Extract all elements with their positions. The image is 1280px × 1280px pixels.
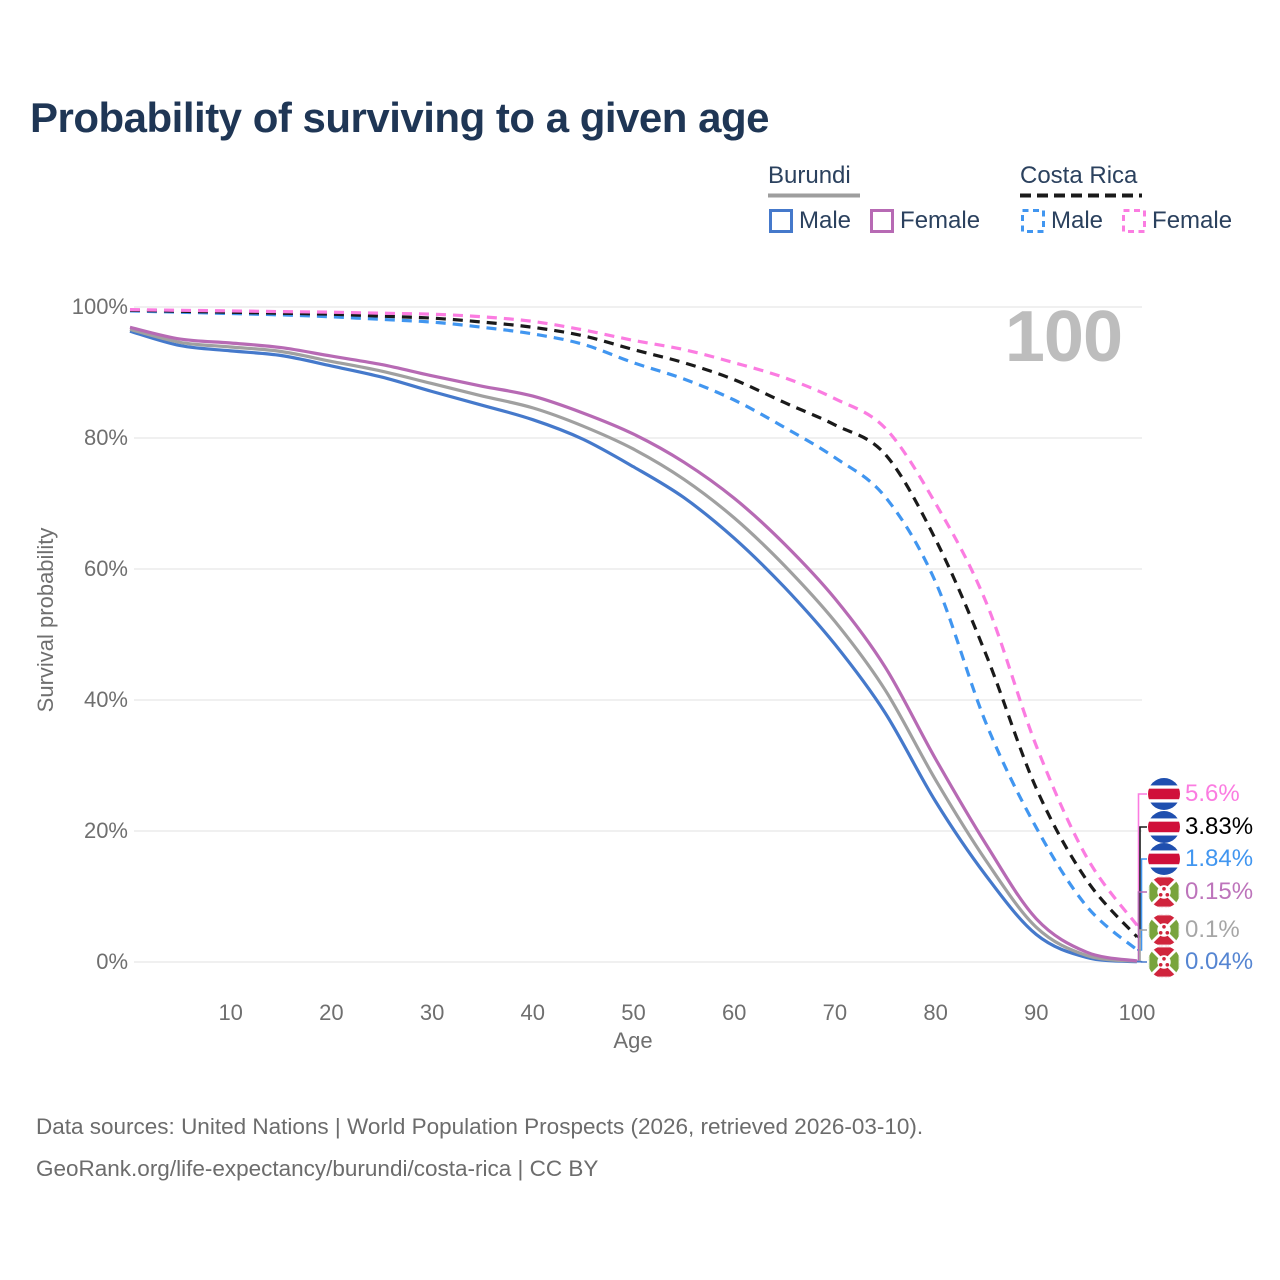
- legend-item-costa-rica-female[interactable]: Female: [1121, 207, 1232, 235]
- survival-curves[interactable]: [129, 308, 1139, 964]
- costa-rica-female-swatch-icon: [1122, 209, 1147, 233]
- legend-costa-rica-male-label: Male: [1051, 207, 1104, 234]
- x-tick-80: 80: [923, 1000, 948, 1025]
- x-tick-30: 30: [419, 1000, 445, 1025]
- footer: Data sources: United Nations | World Pop…: [36, 1106, 923, 1189]
- burundi-female-swatch-icon: [870, 209, 895, 233]
- end-label-costa-rica-female: 5.6%: [1148, 777, 1240, 811]
- legend-item-burundi-male[interactable]: Male: [768, 207, 851, 235]
- end-label-costa-rica-both-sexes: 3.83%: [1148, 810, 1253, 844]
- end-label-burundi-female: 0.15%: [1148, 875, 1253, 909]
- page-title: Probability of surviving to a given age: [30, 94, 769, 141]
- x-tick-60: 60: [721, 1000, 747, 1025]
- end-label-burundi-both-sexes: 0.1%: [1148, 913, 1240, 947]
- end-label-costa-rica-male: 1.84%: [1148, 842, 1253, 876]
- end-label-burundi-male: 0.04%: [1148, 945, 1253, 979]
- y-tick-80%: 80%: [83, 425, 128, 450]
- y-tick-100%: 100%: [71, 294, 128, 319]
- end-label-connectors: [1137, 793, 1147, 963]
- costa-rica-flag-icon: [1148, 811, 1180, 843]
- burundi-solid-underline: [768, 193, 860, 198]
- legend-costa-rica-title: Costa Rica: [1020, 162, 1138, 189]
- costa-rica-flag-icon: [1148, 778, 1180, 810]
- x-tick-50: 50: [621, 1000, 646, 1025]
- y-tick-0%: 0%: [96, 949, 128, 974]
- curve-costa-rica-both-sexes[interactable]: [129, 308, 1139, 938]
- end-value-burundi-male: 0.04%: [1185, 948, 1254, 975]
- legend-burundi-male-label: Male: [799, 207, 852, 234]
- legend-item-costa-rica-male[interactable]: Male: [1020, 207, 1103, 235]
- legend-costa-rica-female-label: Female: [1152, 207, 1233, 234]
- end-value-costa-rica-both-sexes: 3.83%: [1185, 813, 1254, 840]
- burundi-flag-icon: [1148, 946, 1180, 978]
- x-tick-90: 90: [1024, 1000, 1049, 1025]
- legend-costa-rica-header[interactable]: Costa Rica: [1020, 162, 1232, 198]
- footer-data-sources: Data sources: United Nations | World Pop…: [36, 1114, 924, 1139]
- hover-age-watermark: 100: [1004, 297, 1123, 377]
- costa-rica-male-swatch-icon: [1021, 209, 1045, 233]
- curve-burundi-female[interactable]: [129, 325, 1138, 963]
- burundi-male-swatch-icon: [769, 209, 793, 233]
- legend-burundi-header[interactable]: Burundi: [768, 162, 980, 198]
- legend-burundi-female-label: Female: [900, 207, 981, 234]
- end-value-burundi-female: 0.15%: [1185, 878, 1254, 905]
- x-axis-title: Age: [613, 1028, 653, 1053]
- legend-group-costa-rica: Costa Rica Male Female: [1020, 162, 1232, 235]
- x-tick-100: 100: [1118, 1000, 1156, 1025]
- legend-group-burundi: Burundi Male Female: [768, 162, 980, 235]
- x-tick-20: 20: [319, 1000, 344, 1025]
- x-tick-70: 70: [822, 1000, 848, 1025]
- curve-burundi-male[interactable]: [129, 329, 1138, 964]
- end-value-burundi-both-sexes: 0.1%: [1185, 916, 1240, 943]
- y-tick-60%: 60%: [83, 556, 128, 581]
- costa-rica-flag-icon: [1148, 843, 1180, 875]
- burundi-flag-icon: [1148, 914, 1180, 946]
- y-tick-40%: 40%: [83, 687, 128, 712]
- curve-costa-rica-male[interactable]: [129, 309, 1139, 952]
- footer-attribution: GeoRank.org/life-expectancy/burundi/cost…: [36, 1155, 599, 1181]
- gridlines: [134, 306, 1142, 963]
- costa-rica-dashed-underline: [1020, 193, 1142, 198]
- y-tick-20%: 20%: [83, 818, 128, 843]
- curve-costa-rica-female[interactable]: [129, 308, 1139, 927]
- x-tick-40: 40: [520, 1000, 546, 1025]
- end-value-costa-rica-male: 1.84%: [1185, 845, 1254, 872]
- legend-burundi-title: Burundi: [768, 162, 851, 189]
- legend-item-burundi-female[interactable]: Female: [869, 207, 980, 235]
- curve-burundi-both-sexes[interactable]: [129, 327, 1138, 963]
- burundi-flag-icon: [1148, 876, 1180, 908]
- x-tick-10: 10: [218, 1000, 243, 1025]
- end-value-costa-rica-female: 5.6%: [1185, 780, 1240, 807]
